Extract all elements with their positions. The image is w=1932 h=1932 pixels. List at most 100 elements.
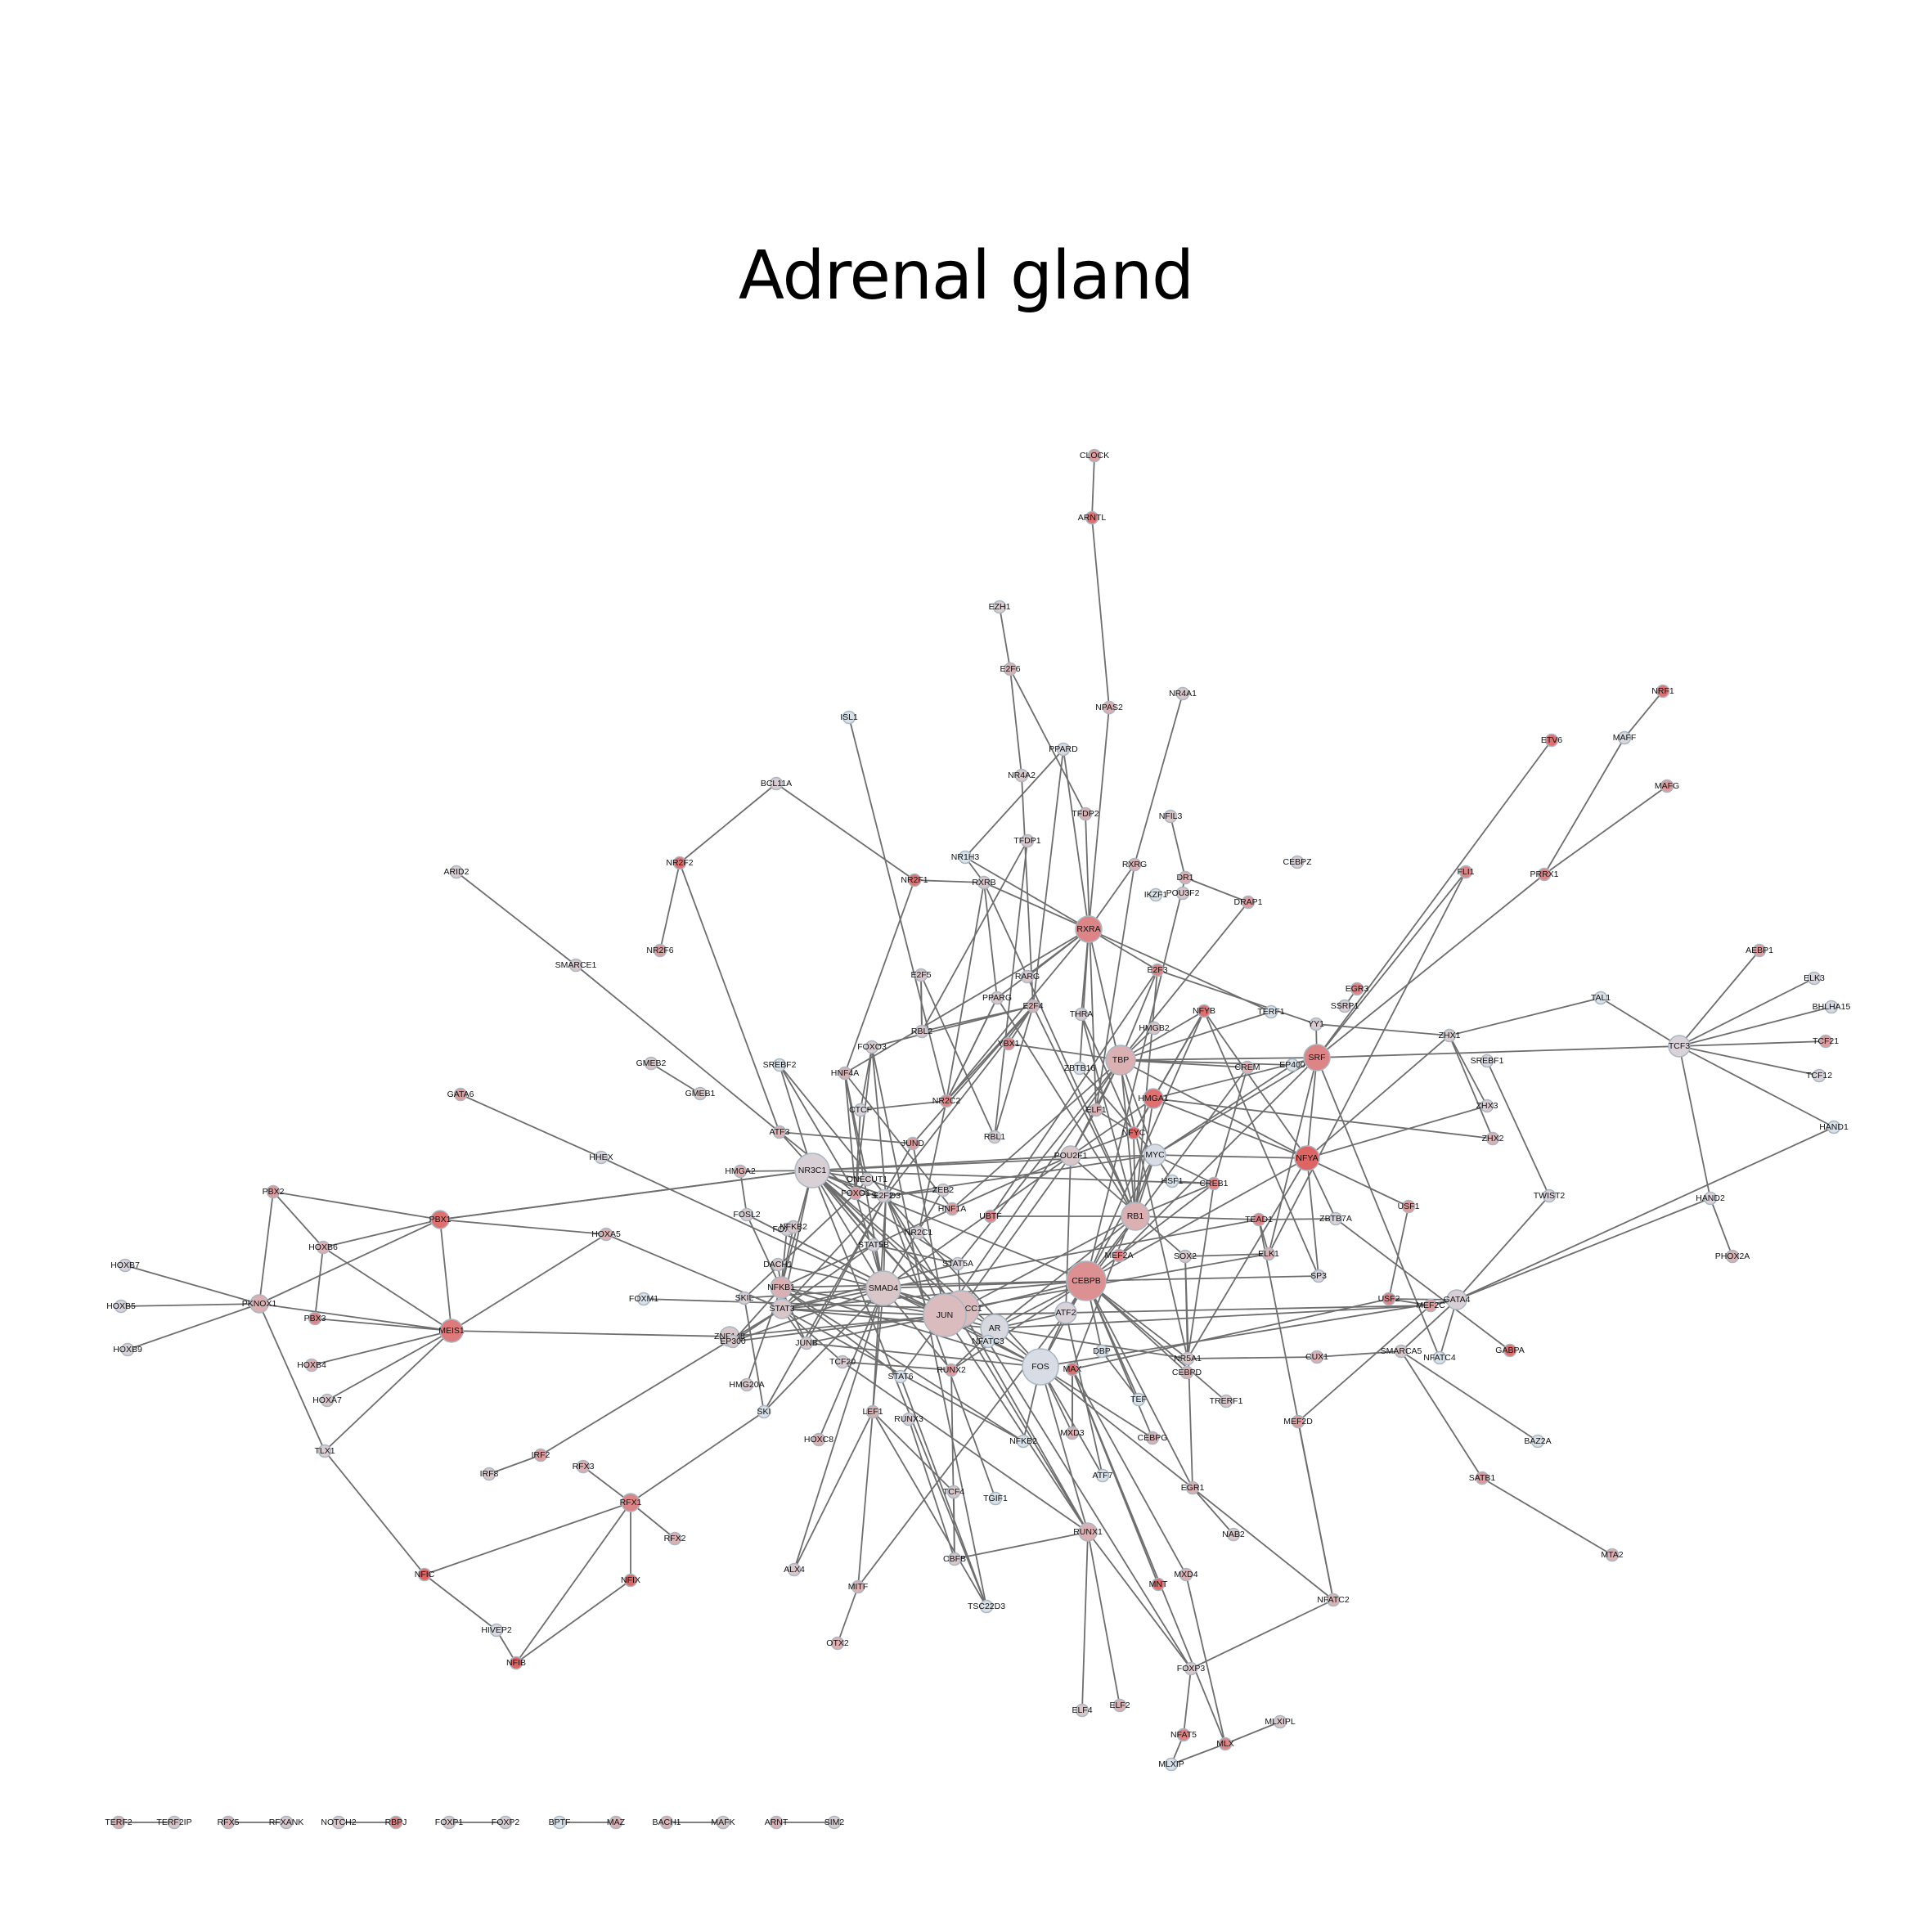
node-e2f3[interactable]: E2F3: [1147, 963, 1168, 977]
node-egr1[interactable]: EGR1: [1181, 1480, 1205, 1495]
node-nrf1[interactable]: NRF1: [1651, 684, 1674, 699]
node-hnf4a[interactable]: HNF4A: [831, 1066, 859, 1081]
node-usf2[interactable]: USF2: [1378, 1292, 1400, 1306]
node-nfix[interactable]: NFIX: [621, 1573, 640, 1588]
node-hnf1a[interactable]: HNF1A: [938, 1202, 966, 1216]
node-elk1[interactable]: ELK1: [1258, 1247, 1279, 1261]
node-smarce1[interactable]: SMARCE1: [555, 958, 597, 973]
node-notch2[interactable]: NOTCH2: [321, 1815, 357, 1830]
node-tsc22d3[interactable]: TSC22D3: [968, 1599, 1005, 1614]
node-arid2[interactable]: ARID2: [444, 865, 470, 879]
node-rarg[interactable]: RARG: [1015, 969, 1040, 984]
node-tgif1[interactable]: TGIF1: [983, 1491, 1008, 1506]
node-clock[interactable]: CLOCK: [1080, 448, 1109, 463]
node-yy1[interactable]: YY1: [1308, 1017, 1324, 1031]
node-cebpz[interactable]: CEBPZ: [1283, 855, 1312, 869]
node-mef2a[interactable]: MEF2A: [1104, 1248, 1134, 1263]
node-lef1[interactable]: LEF1: [862, 1404, 883, 1419]
node-tef[interactable]: TEF: [1130, 1392, 1147, 1407]
node-nfyc[interactable]: NFYC: [1122, 1126, 1146, 1140]
node-hmgb2[interactable]: HMGB2: [1139, 1021, 1170, 1036]
node-mnt[interactable]: MNT: [1149, 1577, 1168, 1592]
node-mitf[interactable]: MITF: [848, 1579, 869, 1594]
node-elf4[interactable]: ELF4: [1072, 1703, 1093, 1718]
node-stat5a[interactable]: STAT5A: [942, 1256, 973, 1271]
node-sp3[interactable]: SP3: [1310, 1269, 1327, 1283]
node-bptf[interactable]: BPTF: [549, 1815, 571, 1830]
node-rb1[interactable]: RB1: [1121, 1202, 1150, 1231]
node-tcf20[interactable]: TCF20: [829, 1355, 856, 1369]
node-atf3[interactable]: ATF3: [770, 1125, 790, 1139]
node-bcl11a[interactable]: BCL11A: [761, 776, 792, 791]
node-hoxb5[interactable]: HOXB5: [106, 1299, 136, 1314]
node-dbp[interactable]: DBP: [1093, 1344, 1111, 1359]
node-stat5b[interactable]: STAT5B: [858, 1238, 889, 1252]
node-e2f5[interactable]: E2F5: [910, 968, 932, 982]
node-rxrb[interactable]: RXRB: [972, 875, 996, 890]
node-arntl[interactable]: ARNTL: [1078, 510, 1107, 525]
node-foxo1[interactable]: FOXO1: [841, 1186, 870, 1201]
node-stat6[interactable]: STAT6: [887, 1369, 914, 1384]
node-foxp1[interactable]: FOXP1: [435, 1815, 464, 1830]
node-usf1[interactable]: USF1: [1398, 1199, 1420, 1214]
node-nr2c1[interactable]: NR2C1: [905, 1225, 933, 1240]
node-rfx3[interactable]: RFX3: [573, 1459, 595, 1474]
node-nr4a1[interactable]: NR4A1: [1169, 686, 1197, 701]
node-nfat5[interactable]: NFAT5: [1170, 1728, 1197, 1742]
node-hmg20a[interactable]: HMG20A: [729, 1377, 765, 1392]
node-sox2[interactable]: SOX2: [1174, 1249, 1197, 1264]
node-nr2f2[interactable]: NR2F2: [666, 856, 694, 870]
node-gabpa[interactable]: GABPA: [1495, 1343, 1525, 1358]
node-nfatc4[interactable]: NFATC4: [1423, 1350, 1456, 1365]
node-bach1[interactable]: BACH1: [652, 1815, 681, 1830]
node-foxm1[interactable]: FOXM1: [629, 1292, 658, 1306]
node-pou2f1[interactable]: POU2F1: [1054, 1145, 1088, 1166]
node-dr1[interactable]: DR1: [1176, 870, 1194, 885]
node-hhex[interactable]: HHEX: [589, 1150, 613, 1165]
node-etv6[interactable]: ETV6: [1541, 733, 1562, 748]
node-nfib[interactable]: NFIB: [506, 1656, 526, 1670]
node-smad4[interactable]: SMAD4: [865, 1270, 901, 1306]
node-sim2[interactable]: SIM2: [824, 1815, 845, 1830]
node-elf1[interactable]: ELF1: [1085, 1103, 1107, 1117]
node-hand2[interactable]: HAND2: [1696, 1191, 1725, 1206]
node-myc[interactable]: MYC: [1143, 1143, 1166, 1166]
node-mlx[interactable]: MLX: [1216, 1737, 1234, 1751]
node-fos[interactable]: FOS: [1022, 1348, 1059, 1386]
node-hoxb9[interactable]: HOXB9: [113, 1342, 142, 1357]
node-gmeb1[interactable]: GMEB1: [685, 1086, 716, 1101]
node-nab2[interactable]: NAB2: [1222, 1527, 1245, 1542]
node-nfil3[interactable]: NFIL3: [1159, 809, 1183, 824]
node-nfatc3[interactable]: NFATC3: [972, 1334, 1004, 1349]
node-bhlha15[interactable]: BHLHA15: [1813, 1000, 1851, 1014]
node-runx2[interactable]: RUNX2: [937, 1363, 966, 1377]
node-nr3c1[interactable]: NR3C1: [794, 1152, 830, 1188]
node-rbl1[interactable]: RBL1: [984, 1130, 1005, 1144]
node-hoxb6[interactable]: HOXB6: [308, 1240, 338, 1255]
node-twist2[interactable]: TWIST2: [1534, 1188, 1566, 1203]
node-ep400[interactable]: EP400: [1279, 1058, 1305, 1072]
node-nfkb1[interactable]: NFKB1: [767, 1276, 795, 1299]
node-tcf12[interactable]: TCF12: [1806, 1068, 1832, 1083]
node-dach1[interactable]: DACH1: [763, 1257, 793, 1272]
node-tcf3[interactable]: TCF3: [1668, 1035, 1691, 1058]
node-cebpb[interactable]: CEBPB: [1066, 1260, 1107, 1301]
node-rfxank[interactable]: RFXANK: [269, 1815, 304, 1830]
node-foxp2[interactable]: FOXP2: [492, 1815, 520, 1830]
node-irf2[interactable]: IRF2: [532, 1448, 550, 1462]
node-gmeb2[interactable]: GMEB2: [636, 1056, 667, 1071]
node-junb[interactable]: JUNB: [795, 1336, 818, 1350]
node-rbl2[interactable]: RBL2: [911, 1024, 932, 1039]
node-tead1[interactable]: TEAD1: [1245, 1212, 1273, 1227]
node-ppard[interactable]: PPARD: [1049, 742, 1078, 757]
node-elf2[interactable]: ELF2: [1109, 1698, 1130, 1713]
node-rxrg[interactable]: RXRG: [1122, 857, 1147, 872]
node-tbp[interactable]: TBP: [1105, 1045, 1136, 1076]
node-nr1h3[interactable]: NR1H3: [951, 850, 980, 865]
node-pparg[interactable]: PPARG: [982, 991, 1012, 1005]
node-hmga1[interactable]: HMGA1: [1138, 1088, 1169, 1109]
node-skil[interactable]: SKIL: [735, 1291, 754, 1305]
node-zbtb7a[interactable]: ZBTB7A: [1319, 1211, 1352, 1226]
node-terf1[interactable]: TERF1: [1257, 1004, 1285, 1019]
node-jund[interactable]: JUND: [901, 1136, 924, 1151]
